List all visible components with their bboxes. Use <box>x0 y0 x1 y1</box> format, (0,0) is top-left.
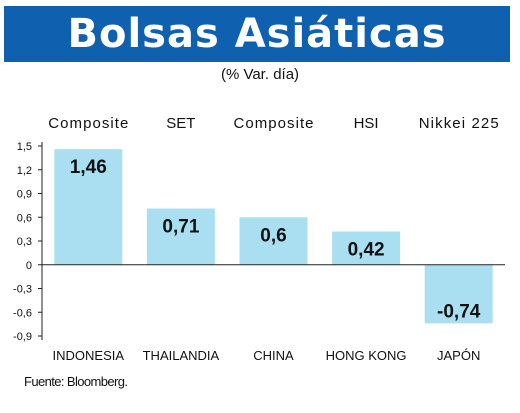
chart-title: Bolsas Asiáticas <box>67 11 447 57</box>
data-label: 0,6 <box>260 225 286 246</box>
data-label: 1,46 <box>70 157 107 178</box>
source-note: Fuente: Bloomberg. <box>24 374 128 389</box>
x-category-label: CHINA <box>253 348 294 363</box>
bar <box>54 149 123 265</box>
y-tick-label: 0,3 <box>17 236 32 248</box>
data-label: -0,74 <box>437 301 481 322</box>
chart-subtitle: (% Var. día) <box>220 66 300 83</box>
x-category-label: JAPÓN <box>437 348 480 363</box>
y-tick-label: 1,5 <box>17 141 32 153</box>
y-tick-label: -0,3 <box>13 284 32 296</box>
index-name-label: Composite <box>234 115 314 132</box>
x-category-label: THAILANDIA <box>143 348 220 363</box>
x-category-label: HONG KONG <box>326 348 407 363</box>
y-tick-label: 1,2 <box>17 165 32 177</box>
index-name-label: HSI <box>354 115 379 132</box>
index-name-label: Nikkei 225 <box>419 115 499 132</box>
bar <box>146 208 215 265</box>
y-tick-label: -0,9 <box>13 331 32 343</box>
y-tick-label: -0,6 <box>13 307 32 319</box>
data-label: 0,71 <box>162 217 199 238</box>
y-tick-label: 0,6 <box>17 212 32 224</box>
title-bar: Bolsas Asiáticas <box>4 6 510 62</box>
bar <box>239 217 308 265</box>
y-tick-label: 0,9 <box>17 189 32 201</box>
index-name-label: Composite <box>48 115 128 132</box>
bar <box>332 231 401 265</box>
y-tick-label: 0 <box>26 260 32 272</box>
bar <box>424 264 493 324</box>
x-category-label: INDONESIA <box>53 348 125 363</box>
index-name-label: SET <box>166 115 195 132</box>
data-label: 0,42 <box>348 240 385 261</box>
